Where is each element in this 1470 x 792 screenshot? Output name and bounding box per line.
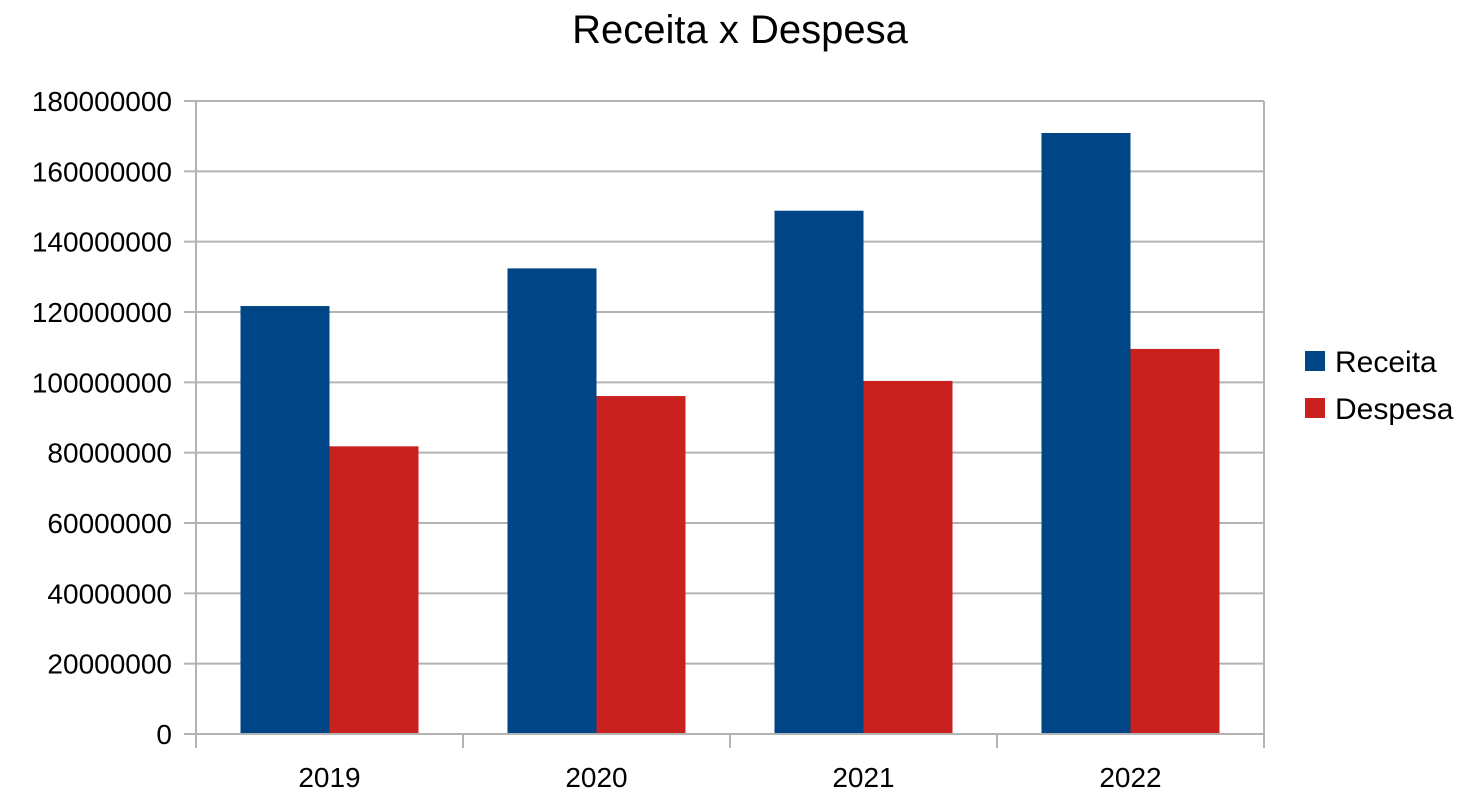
x-tick-label: 2021 bbox=[832, 762, 894, 792]
y-tick-label: 180000000 bbox=[32, 86, 172, 117]
x-tick-label: 2020 bbox=[565, 762, 627, 792]
y-tick-label: 0 bbox=[156, 719, 172, 750]
bar-receita-2022 bbox=[1041, 133, 1131, 735]
bar-receita-2020 bbox=[507, 268, 597, 734]
bar-receita-2019 bbox=[240, 306, 330, 734]
y-tick-label: 100000000 bbox=[32, 367, 172, 398]
y-tick-label: 20000000 bbox=[47, 649, 172, 680]
bar-despesa-2021 bbox=[863, 380, 953, 734]
axes bbox=[184, 100, 1265, 748]
y-tick-label: 140000000 bbox=[32, 227, 172, 258]
y-tick-label: 60000000 bbox=[47, 508, 172, 539]
legend-label-despesa: Despesa bbox=[1335, 393, 1454, 426]
y-tick-label: 160000000 bbox=[32, 156, 172, 187]
bar-despesa-2019 bbox=[329, 446, 419, 734]
legend-label-receita: Receita bbox=[1335, 346, 1437, 379]
x-tick-label: 2022 bbox=[1099, 762, 1161, 792]
bars bbox=[240, 133, 1220, 735]
y-axis-tick-labels: 0 20000000 40000000 60000000 80000000 1000000… bbox=[32, 86, 172, 750]
x-tick-label: 2019 bbox=[298, 762, 360, 792]
bar-despesa-2022 bbox=[1130, 348, 1220, 734]
legend-swatch-despesa bbox=[1305, 398, 1325, 418]
y-tick-label: 120000000 bbox=[32, 297, 172, 328]
y-tick-label: 80000000 bbox=[47, 438, 172, 469]
chart-title: Receita x Despesa bbox=[572, 8, 908, 52]
legend-swatch-receita bbox=[1305, 351, 1325, 371]
y-tick-label: 40000000 bbox=[47, 578, 172, 609]
bar-despesa-2020 bbox=[596, 396, 686, 734]
bar-receita-2021 bbox=[774, 210, 864, 735]
legend: Receita Despesa bbox=[1305, 346, 1454, 426]
x-axis-tick-labels: 2019 2020 2021 2022 bbox=[298, 762, 1161, 792]
